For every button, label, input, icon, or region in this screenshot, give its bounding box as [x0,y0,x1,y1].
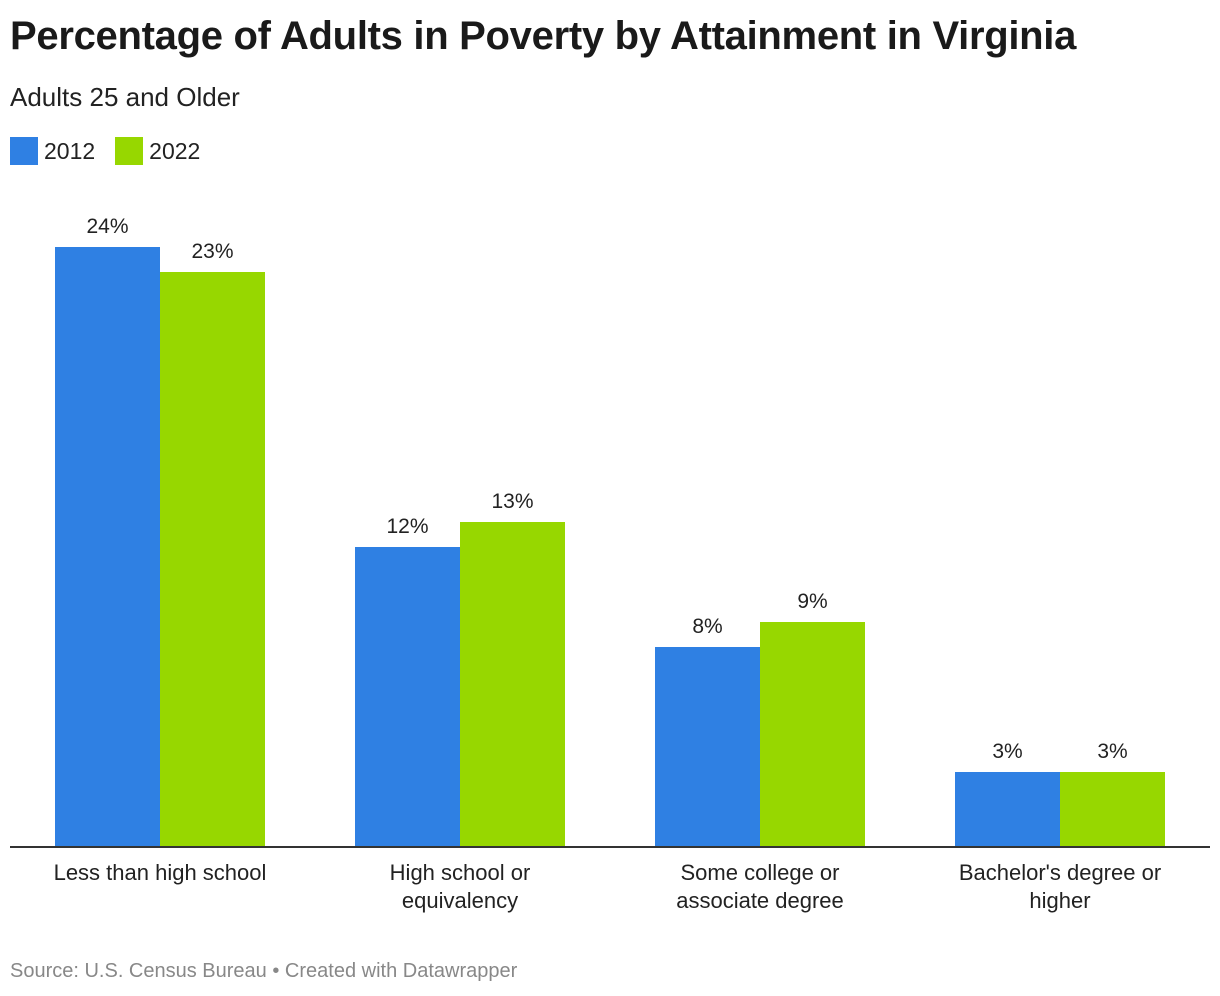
legend-label-2022: 2022 [149,138,201,164]
legend-item-2022: 2022 [115,137,200,165]
footer: Source: U.S. Census Bureau • Created wit… [10,960,517,983]
legend-swatch-2022 [115,137,144,165]
data-label-2022-1: 13% [491,490,533,513]
chart-title: Percentage of Adults in Poverty by Attai… [10,14,1077,58]
category-label-line: associate degree [676,888,844,913]
category-label-line: Less than high school [54,860,267,885]
category-label-line: higher [1029,888,1090,913]
bar-2012-0 [55,247,160,847]
bar-2022-0 [160,272,265,847]
category-label-1: High school or equivalency [390,860,531,913]
legend-item-2012: 2012 [10,137,95,165]
data-label-2012-2: 8% [692,615,722,638]
bar-2012-1 [355,547,460,847]
legend-swatch-2012 [10,137,38,165]
data-label-2012-1: 12% [386,515,428,538]
bar-2012-3 [955,772,1060,847]
bar-2022-1 [460,522,565,847]
category-label-line: High school or [390,860,531,885]
data-label-2022-0: 23% [191,240,233,263]
category-label-3: Bachelor's degree or higher [959,860,1161,913]
data-label-2012-3: 3% [992,740,1022,763]
category-label-0: Less than high school [54,860,267,885]
bar-chart: 24% 23% Less than high school 12% 13% High sc… [10,215,1210,913]
chart-subtitle: Adults 25 and Older [10,82,240,112]
category-label-line: Bachelor's degree or [959,860,1161,885]
footer-separator: • [266,960,285,982]
data-label-2022-2: 9% [797,590,827,613]
credit-text: Created with Datawrapper [284,960,518,982]
legend-label-2012: 2012 [44,138,96,164]
data-label-2022-3: 3% [1097,740,1127,763]
legend: 2012 2022 [10,137,220,165]
category-label-line: equivalency [402,888,518,913]
bar-2012-2 [655,647,760,847]
bar-2022-2 [760,622,865,847]
data-label-2012-0: 24% [86,215,128,238]
category-label-line: Some college or [681,860,840,885]
bar-2022-3 [1060,772,1165,847]
source-text: Source: U.S. Census Bureau [10,960,267,982]
category-label-2: Some college or associate degree [676,860,844,913]
